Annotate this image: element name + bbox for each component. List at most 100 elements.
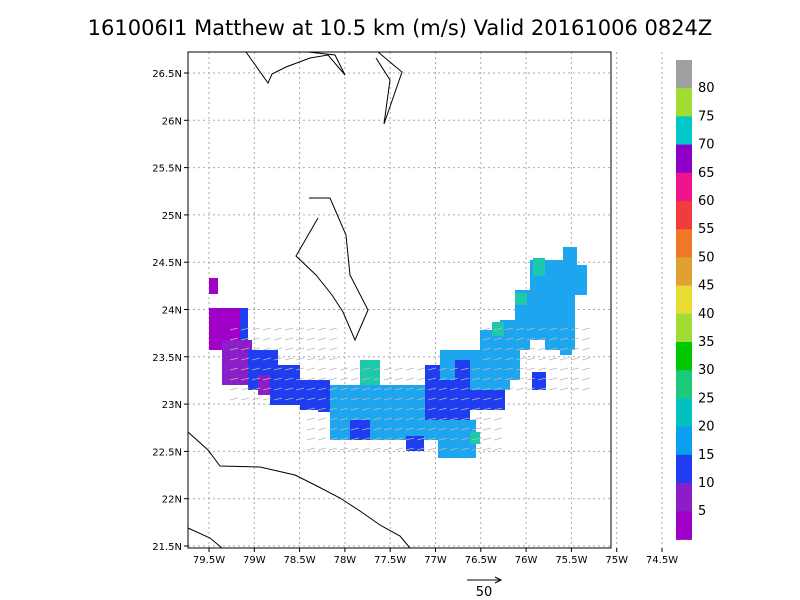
wind-arrow: [229, 327, 239, 331]
wind-arrow: [317, 357, 327, 361]
wind-arrow: [471, 377, 481, 381]
wind-arrow: [361, 367, 371, 371]
wind-arrow: [449, 407, 459, 411]
wind-arrow: [493, 397, 503, 401]
lon-label: 76.5W: [465, 555, 497, 566]
lat-label: 26N: [162, 116, 182, 127]
wind-arrow: [515, 387, 525, 391]
wind-arrow: [372, 397, 382, 401]
wind-arrow: [328, 337, 338, 341]
lat-lon-grid: [188, 52, 663, 548]
wind-arrow: [361, 417, 371, 421]
colorbar-label: 20: [698, 420, 715, 435]
wind-arrow: [471, 397, 481, 401]
wind-arrow: [383, 377, 393, 381]
wind-arrow: [416, 447, 426, 451]
colorbar-label: 10: [698, 476, 715, 491]
wind-arrow: [405, 417, 415, 421]
wind-arrow: [262, 337, 272, 341]
coastline-eleuthera: [375, 51, 403, 125]
wind-arrow: [405, 447, 415, 451]
wind-arrow: [449, 367, 459, 371]
wind-arrow: [438, 447, 448, 451]
wind-arrow: [460, 447, 470, 451]
lon-label: 79W: [243, 555, 266, 566]
wind-arrow: [416, 427, 426, 431]
wind-arrow: [284, 377, 294, 381]
colorbar-segment: [676, 426, 692, 456]
wind-arrow: [416, 377, 426, 381]
wind-arrow: [339, 377, 349, 381]
wind-cell: [350, 425, 368, 440]
wind-arrow: [229, 397, 239, 401]
wind-arrow: [581, 347, 591, 351]
wind-arrow: [460, 407, 470, 411]
wind-arrow: [438, 427, 448, 431]
lon-label: 79.5W: [193, 555, 225, 566]
wind-arrow: [306, 417, 316, 421]
wind-arrow: [240, 357, 250, 361]
wind-arrow: [449, 417, 459, 421]
wind-arrow: [570, 327, 580, 331]
wind-arrow: [482, 407, 492, 411]
wind-arrow: [262, 377, 272, 381]
wind-arrow: [394, 377, 404, 381]
wind-arrow: [405, 407, 415, 411]
wind-arrow: [361, 377, 371, 381]
wind-arrow: [273, 347, 283, 351]
wind-arrow: [449, 387, 459, 391]
wind-arrow: [482, 387, 492, 391]
wind-arrow: [548, 337, 558, 341]
wind-arrow: [394, 397, 404, 401]
wind-arrow: [460, 417, 470, 421]
colorbar-label: 30: [698, 363, 715, 378]
wind-arrow: [273, 377, 283, 381]
wind-arrow: [229, 367, 239, 371]
wind-arrow: [460, 367, 470, 371]
wind-arrow: [240, 327, 250, 331]
wind-arrow: [284, 387, 294, 391]
wind-arrow: [438, 437, 448, 441]
wind-arrow: [328, 427, 338, 431]
colorbar-segment: [676, 257, 692, 287]
wind-arrow: [548, 327, 558, 331]
wind-arrow: [482, 437, 492, 441]
wind-arrow: [416, 407, 426, 411]
wind-arrow: [295, 357, 305, 361]
wind-arrow: [306, 377, 316, 381]
wind-arrow: [251, 357, 261, 361]
wind-cell: [470, 432, 480, 444]
wind-arrow: [328, 347, 338, 351]
wind-arrow: [493, 337, 503, 341]
wind-arrow: [328, 327, 338, 331]
wind-arrow: [482, 367, 492, 371]
wind-arrow: [284, 337, 294, 341]
wind-cell: [209, 278, 218, 294]
lon-label: 74.5W: [646, 555, 678, 566]
wind-arrow: [229, 387, 239, 391]
wind-arrow: [240, 377, 250, 381]
wind-cell: [532, 372, 546, 390]
lon-label: 78W: [334, 555, 357, 566]
wind-arrow: [405, 387, 415, 391]
wind-arrow: [251, 397, 261, 401]
wind-arrow: [361, 427, 371, 431]
wind-arrow: [526, 357, 536, 361]
lat-label: 25N: [162, 211, 182, 222]
wind-arrow: [328, 417, 338, 421]
wind-arrow: [273, 397, 283, 401]
lon-label: 78.5W: [284, 555, 316, 566]
wind-arrow: [262, 357, 272, 361]
wind-arrow: [471, 437, 481, 441]
wind-arrow: [317, 387, 327, 391]
wind-arrow: [559, 337, 569, 341]
wind-arrow: [493, 437, 503, 441]
plot-frame: 26.5N 26N 25.5N 25N 24.5N 24N 23.5N 23N 22.5N 22N…: [152, 51, 678, 566]
wind-arrow: [482, 337, 492, 341]
wind-arrow: [273, 387, 283, 391]
wind-arrow: [350, 367, 360, 371]
wind-arrow: [262, 397, 272, 401]
wind-arrow: [306, 347, 316, 351]
wind-cell: [560, 330, 572, 355]
wind-arrow: [306, 387, 316, 391]
